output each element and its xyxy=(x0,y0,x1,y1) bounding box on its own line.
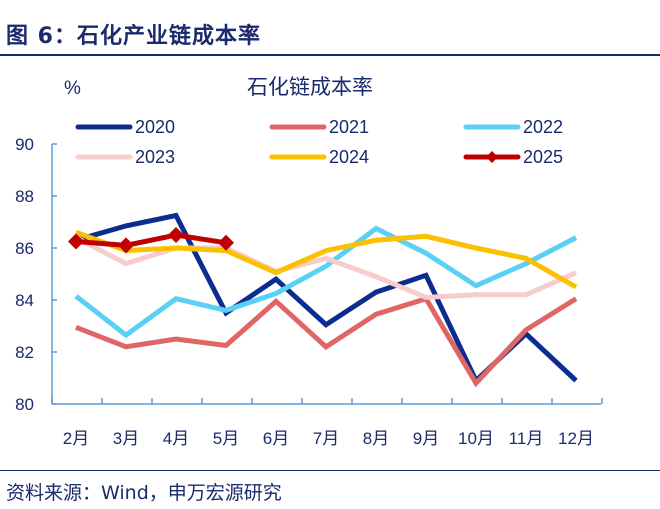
x-tick-label: 2月 xyxy=(63,429,89,448)
legend-label-2020: 2020 xyxy=(135,117,175,137)
title-divider xyxy=(0,54,660,56)
y-tick-label: 84 xyxy=(15,291,34,310)
figure-title: 图 6：石化产业链成本率 xyxy=(6,24,261,49)
x-tick-label: 7月 xyxy=(313,429,339,448)
data-point-2025 xyxy=(68,233,84,250)
x-tick-label: 4月 xyxy=(163,429,189,448)
data-point-2025 xyxy=(218,234,234,251)
x-tick-label: 11月 xyxy=(509,429,544,448)
x-tick-label: 5月 xyxy=(213,429,239,448)
line-chart: % 石化链成本率 80 82 84 86 88 90 2月 3月 4月 5月 6月 7月 8月 9月 10月… xyxy=(15,76,603,448)
chart-title: 石化链成本率 xyxy=(247,76,373,99)
series-line-2024 xyxy=(75,230,578,290)
x-tick-label: 9月 xyxy=(413,429,439,448)
x-tick-label: 8月 xyxy=(363,429,389,448)
series-line-2022 xyxy=(74,225,578,339)
x-tick-label: 3月 xyxy=(113,429,139,448)
x-tick-label: 12月 xyxy=(558,429,594,448)
series-line-2025 xyxy=(75,232,227,248)
source-divider xyxy=(0,470,660,471)
legend-label-2021: 2021 xyxy=(329,117,369,137)
y-axis-label: % xyxy=(64,78,81,99)
y-tick-label: 80 xyxy=(15,395,34,414)
source-note: 资料来源：Wind，申万宏源研究 xyxy=(6,482,282,504)
series-line-2021 xyxy=(75,295,578,388)
legend-label-2022: 2022 xyxy=(523,117,563,137)
legend-label-2023: 2023 xyxy=(135,147,175,167)
x-tick-label: 10月 xyxy=(458,429,494,448)
legend-marker-2025 xyxy=(486,151,498,163)
y-tick-label: 82 xyxy=(15,343,34,362)
y-tick-label: 86 xyxy=(15,239,34,258)
legend-label-2024: 2024 xyxy=(329,147,369,167)
y-tick-label: 88 xyxy=(15,187,34,206)
legend-label-2025: 2025 xyxy=(523,147,563,167)
data-point-2025 xyxy=(168,227,184,243)
series-line-2023 xyxy=(74,235,578,300)
y-tick-label: 90 xyxy=(15,135,34,154)
data-point-2025 xyxy=(118,237,134,254)
x-tick-label: 6月 xyxy=(263,429,289,448)
